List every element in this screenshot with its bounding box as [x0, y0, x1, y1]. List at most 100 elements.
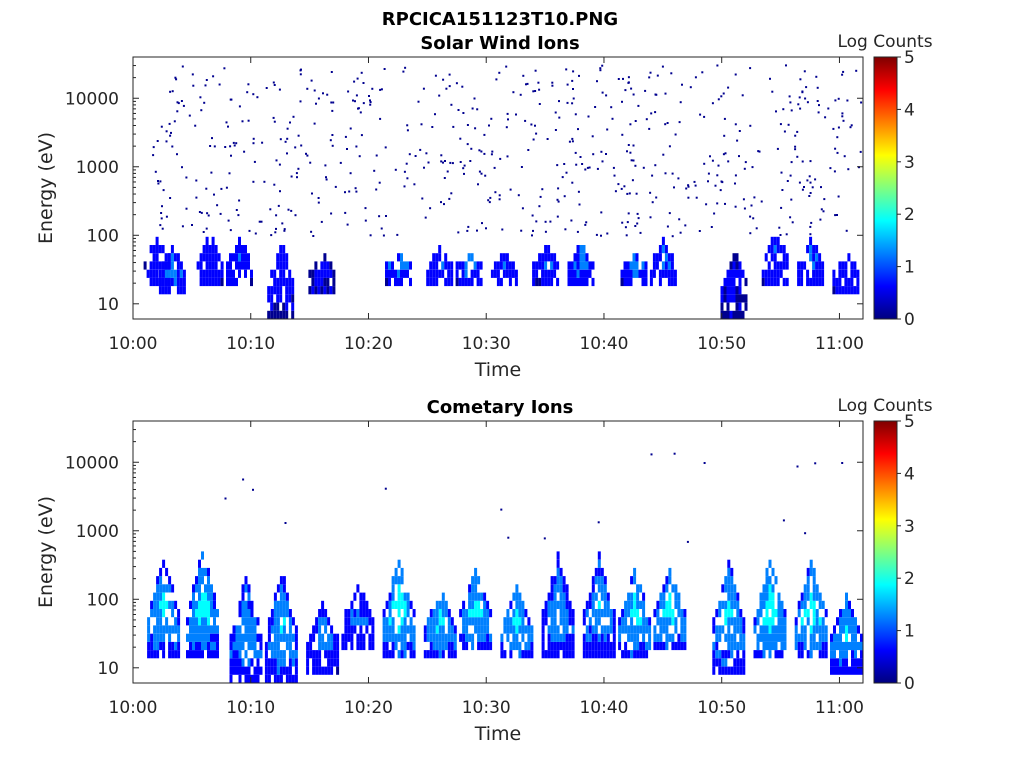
data-pixel [782, 108, 785, 111]
data-pixel [550, 633, 554, 642]
data-pixel [712, 625, 716, 634]
data-pixel [597, 600, 601, 609]
data-pixel [382, 617, 386, 626]
data-pixel [217, 277, 221, 287]
data-pixel [167, 269, 171, 278]
data-pixel [803, 261, 807, 270]
data-pixel [841, 261, 845, 270]
data-pixel [762, 650, 766, 659]
data-pixel [406, 625, 410, 634]
data-pixel [273, 286, 277, 295]
data-pixel [695, 196, 698, 199]
data-pixel [562, 633, 566, 642]
data-pixel [656, 617, 660, 626]
data-pixel [571, 650, 575, 659]
data-pixel [733, 592, 737, 601]
data-pixel [270, 234, 273, 237]
data-pixel [626, 269, 630, 278]
data-pixel [438, 253, 442, 262]
data-pixel [797, 277, 801, 287]
data-pixel [571, 609, 575, 618]
data-pixel [617, 183, 620, 186]
data-pixel [550, 609, 554, 618]
data-pixel [220, 261, 224, 270]
data-pixel [442, 161, 444, 164]
data-pixel [726, 277, 730, 287]
data-pixel [547, 641, 551, 651]
data-pixel [507, 536, 510, 539]
data-pixel [441, 641, 445, 651]
data-pixel [579, 156, 582, 158]
data-pixel [371, 641, 375, 651]
data-pixel [464, 277, 468, 287]
data-pixel [368, 95, 370, 97]
data-pixel [347, 633, 351, 642]
data-pixel [562, 600, 566, 609]
data-pixel [600, 609, 604, 618]
data-pixel [273, 592, 277, 601]
data-pixel [855, 69, 858, 72]
data-pixel [512, 625, 516, 634]
data-pixel [847, 253, 851, 262]
data-pixel [229, 641, 233, 651]
data-pixel [557, 200, 560, 203]
data-pixel [297, 167, 300, 170]
data-pixel [347, 609, 351, 618]
data-pixel [471, 584, 475, 593]
data-pixel [204, 84, 207, 87]
data-pixel [712, 650, 716, 659]
data-pixel [235, 666, 239, 675]
data-pixel [806, 617, 810, 626]
data-pixel [666, 122, 669, 124]
data-pixel [562, 617, 566, 626]
data-pixel [267, 674, 271, 683]
data-pixel [668, 212, 671, 215]
data-pixel [712, 617, 716, 626]
data-pixel [279, 245, 283, 254]
data-pixel [192, 617, 195, 626]
data-pixel [297, 134, 300, 137]
data-pixel [391, 576, 395, 585]
data-pixel [331, 144, 334, 147]
data-pixel [474, 127, 477, 130]
data-pixel [438, 617, 442, 626]
data-pixel [441, 625, 445, 634]
data-pixel [668, 567, 672, 577]
data-pixel [461, 269, 465, 278]
data-pixel [670, 72, 673, 75]
data-pixel [173, 253, 177, 262]
data-pixel [803, 600, 807, 609]
data-pixel [618, 633, 622, 642]
data-pixel [601, 91, 604, 94]
data-pixel [524, 625, 528, 634]
data-pixel [683, 625, 687, 634]
data-pixel [478, 170, 481, 173]
data-pixel [323, 253, 327, 262]
data-pixel [739, 617, 743, 626]
data-pixel [349, 172, 352, 175]
data-pixel [544, 261, 548, 270]
data-pixel [625, 234, 628, 237]
data-pixel [768, 584, 772, 593]
data-pixel [727, 559, 731, 568]
data-pixel [270, 269, 274, 278]
data-pixel [636, 584, 640, 593]
data-pixel [790, 198, 793, 201]
data-pixel [216, 633, 219, 642]
data-pixel [379, 88, 382, 91]
data-pixel [448, 73, 451, 76]
data-pixel [838, 261, 842, 270]
data-pixel [832, 286, 836, 295]
data-pixel [291, 277, 295, 287]
data-pixel [455, 261, 459, 270]
data-pixel [762, 625, 766, 634]
data-pixel [667, 261, 671, 270]
plot-frame [132, 420, 864, 684]
data-pixel [768, 559, 772, 568]
data-pixel [455, 82, 458, 85]
data-pixel [405, 162, 408, 165]
data-pixel [771, 567, 775, 577]
data-pixel [201, 600, 204, 609]
data-pixel [162, 641, 166, 651]
data-pixel [195, 576, 198, 585]
